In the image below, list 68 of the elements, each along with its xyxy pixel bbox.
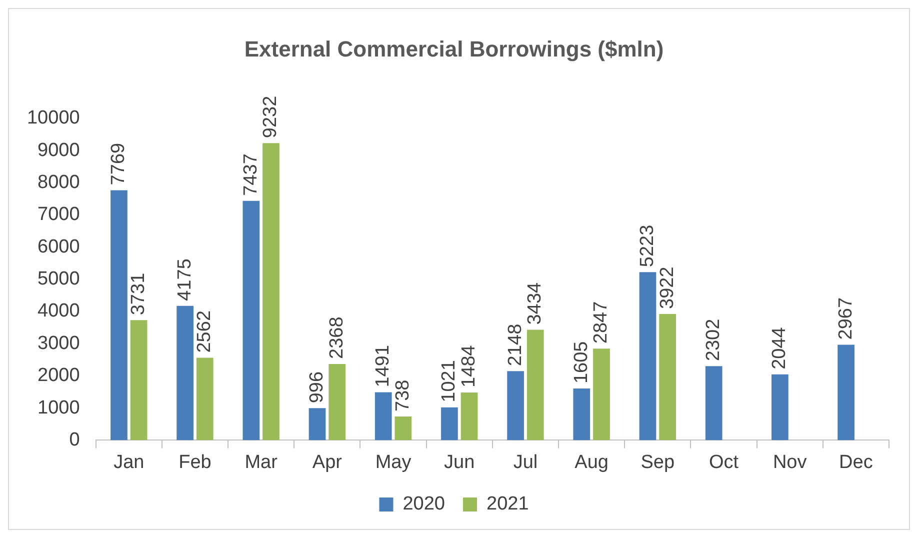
bar	[507, 371, 524, 440]
data-label: 4175	[174, 258, 196, 301]
chart-title: External Commercial Borrowings ($mln)	[244, 36, 664, 62]
y-tick-label: 1000	[38, 397, 80, 418]
x-tick-label: Oct	[708, 452, 740, 473]
data-label: 7437	[240, 154, 262, 196]
bar	[328, 364, 346, 440]
bar	[593, 348, 610, 440]
data-label: 1484	[458, 344, 480, 388]
bar	[573, 388, 590, 440]
legend-label: 2020	[402, 494, 446, 515]
data-label: 9232	[260, 96, 282, 138]
y-tick-label: 2000	[38, 365, 80, 386]
x-tick-label: Jun	[444, 452, 475, 473]
data-label: 3434	[524, 282, 546, 325]
y-tick-label: 3000	[38, 332, 80, 354]
bar	[460, 392, 478, 440]
data-label: 2044	[769, 326, 790, 370]
bar	[639, 272, 656, 440]
x-tick-label: Mar	[244, 452, 278, 473]
bar	[659, 314, 676, 440]
data-label: 2562	[194, 310, 216, 353]
y-tick-label: 6000	[38, 236, 80, 258]
bar	[838, 344, 854, 440]
bar	[772, 374, 788, 440]
bar	[441, 407, 458, 440]
x-tick-label: May	[375, 452, 412, 473]
data-label: 2148	[504, 324, 526, 366]
bar	[374, 392, 392, 440]
x-tick-label: Aug	[574, 452, 608, 473]
bar	[262, 143, 280, 440]
y-tick-label: 0	[69, 429, 80, 450]
data-label: 1605	[570, 341, 592, 384]
bar	[705, 366, 722, 440]
x-tick-label: Sep	[640, 452, 675, 473]
data-label: 3731	[128, 272, 150, 316]
bar	[242, 200, 260, 440]
y-tick-label: 9000	[38, 140, 80, 161]
bar	[110, 190, 128, 440]
bar	[394, 416, 412, 440]
data-label: 5223	[636, 224, 658, 268]
data-label: 2847	[590, 301, 612, 344]
y-tick-label: 8000	[38, 172, 80, 193]
x-tick-label: Feb	[178, 452, 212, 473]
data-label: 738	[392, 380, 414, 412]
x-tick-label: Nov	[772, 452, 808, 473]
data-label: 7769	[108, 142, 130, 186]
data-label: 1491	[372, 344, 394, 388]
bar	[308, 408, 326, 440]
bar	[196, 358, 214, 440]
bar	[130, 320, 148, 440]
legend-label: 2021	[486, 494, 529, 515]
data-label: 3922	[656, 266, 678, 309]
data-label: 2967	[835, 297, 856, 340]
data-label: 2302	[703, 318, 724, 362]
x-tick-label: Dec	[839, 452, 873, 473]
data-label: 2368	[326, 316, 348, 359]
x-tick-label: Apr	[312, 452, 343, 473]
x-tick-label: Jan	[114, 452, 144, 473]
x-tick-label: Jul	[513, 452, 538, 473]
y-tick-label: 7000	[38, 204, 80, 226]
y-tick-label: 5000	[38, 268, 80, 290]
y-tick-label: 10000	[26, 108, 80, 129]
bar	[526, 330, 544, 440]
bar	[176, 306, 194, 440]
data-label: 996	[306, 371, 328, 404]
y-tick-label: 4000	[38, 300, 80, 322]
data-label: 1021	[438, 360, 460, 402]
